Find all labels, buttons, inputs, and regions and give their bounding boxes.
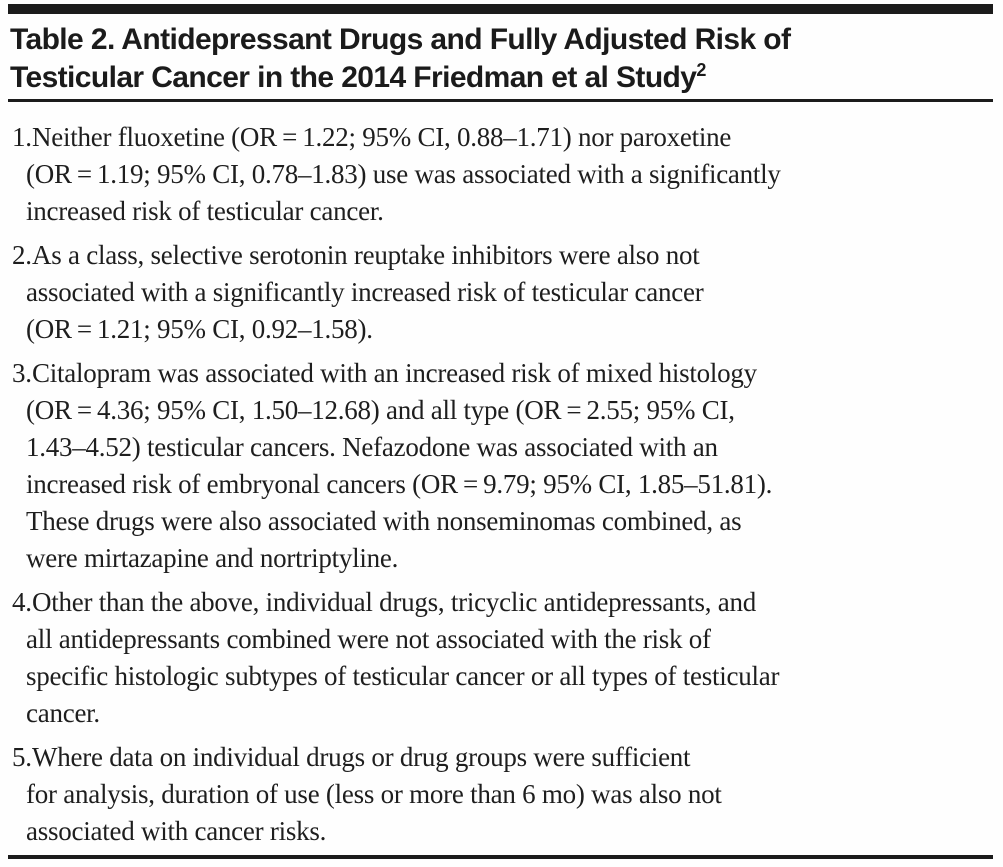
list-item-number: 2. [12, 240, 32, 270]
list-item-number: 3. [12, 358, 32, 388]
list-item-text: Citalopram was associated with an increa… [26, 358, 773, 573]
list-item-number: 4. [12, 587, 32, 617]
findings-list: 1. Neither fluoxetine (OR = 1.22; 95% CI,… [0, 119, 1003, 857]
list-item-text: Other than the above, individual drugs, … [26, 587, 780, 728]
table-title-reference-superscript: 2 [696, 60, 706, 80]
list-item-text: Neither fluoxetine (OR = 1.22; 95% CI, 0… [26, 122, 781, 226]
list-item-number: 1. [12, 122, 32, 152]
list-item-2: 2. As a class, selective serotonin reupta… [0, 237, 1003, 348]
title-divider-rule [8, 99, 993, 102]
list-item-3: 3. Citalopram was associated with an incr… [0, 355, 1003, 577]
table-top-rule [8, 4, 993, 14]
list-item-1: 1. Neither fluoxetine (OR = 1.22; 95% CI,… [0, 119, 1003, 230]
list-item-text: Where data on individual drugs or drug g… [26, 742, 722, 846]
list-item-4: 4. Other than the above, individual drugs… [0, 584, 1003, 732]
table-title-line1: Table 2. Antidepressant Drugs and Fully … [10, 23, 791, 56]
table-bottom-rule [8, 855, 993, 859]
list-item-5: 5. Where data on individual drugs or drug… [0, 739, 1003, 850]
list-item-number: 5. [12, 742, 32, 772]
list-item-text: As a class, selective serotonin reuptake… [26, 240, 704, 344]
table-title: Table 2. Antidepressant Drugs and Fully … [10, 21, 995, 97]
table-title-line2: Testicular Cancer in the 2014 Friedman e… [10, 61, 697, 94]
